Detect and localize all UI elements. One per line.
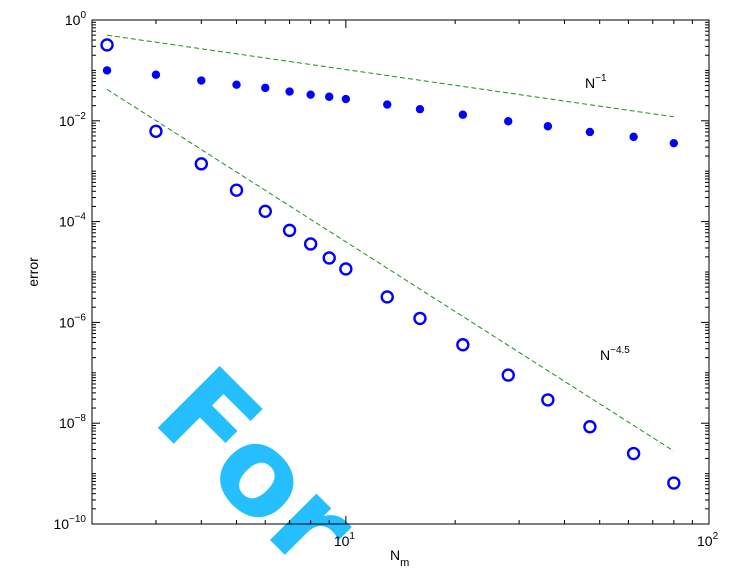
reference-label: N−1	[585, 73, 607, 91]
filled-dot-point	[415, 104, 425, 114]
y-tick-label: 10−4	[59, 212, 86, 230]
open-circle-point	[194, 157, 209, 171]
open-circle-point	[282, 223, 297, 238]
open-circle-point	[541, 393, 555, 407]
filled-dot-point	[504, 117, 513, 126]
open-circle-point	[258, 204, 272, 219]
y-tick-label: 10−2	[59, 111, 86, 129]
filled-dot-point	[585, 127, 595, 137]
y-tick-label: 10−10	[53, 514, 86, 532]
reference-label: N−4.5	[600, 345, 630, 363]
filled-dot-point	[341, 94, 351, 104]
open-circle-point	[229, 183, 244, 197]
open-circle-point	[303, 237, 318, 251]
reference-lines	[106, 34, 675, 452]
open-circle-point	[501, 368, 515, 382]
open-circle-point	[380, 290, 394, 304]
y-tick-label: 10−6	[59, 312, 86, 330]
filled-dot-point	[102, 66, 112, 75]
filled-dot-point	[383, 100, 392, 109]
filled-dot-point	[197, 76, 206, 85]
x-tick-label: 101	[334, 531, 356, 549]
open-circle-point	[413, 311, 427, 326]
filled-dot-point	[458, 110, 468, 119]
open-circle-point	[626, 446, 641, 461]
open-circle-point	[100, 38, 114, 52]
y-axis-label: error	[25, 257, 41, 287]
open-circle-point	[339, 262, 353, 276]
reference-line	[106, 88, 675, 452]
y-tick-label: 10−8	[59, 413, 86, 431]
filled-dot-point	[543, 122, 553, 131]
filled-dot-point	[629, 132, 638, 142]
open-circle-point	[322, 251, 336, 265]
open-circle-point	[456, 338, 470, 352]
filled-dot-point	[306, 90, 315, 99]
open-circle-point	[583, 420, 597, 434]
filled-dot-point	[151, 70, 161, 79]
filled-dot-point	[261, 83, 270, 93]
filled-dot-point	[232, 80, 241, 89]
labels: 101 102 100 10−2 10−4 10−6 10−8 10−10 Nm error N−1…	[25, 10, 719, 569]
y-tick-label: 100	[65, 10, 87, 28]
open-circle-point	[149, 124, 163, 138]
filled-dot-point	[325, 92, 334, 101]
filled-dot-point	[285, 87, 294, 96]
axis-ticks	[91, 19, 710, 525]
filled-dot-point	[669, 138, 679, 148]
x-axis-label: Nm	[390, 547, 409, 569]
data-marks	[100, 38, 681, 490]
open-circle-point	[667, 476, 681, 490]
x-tick-label: 102	[697, 531, 719, 549]
